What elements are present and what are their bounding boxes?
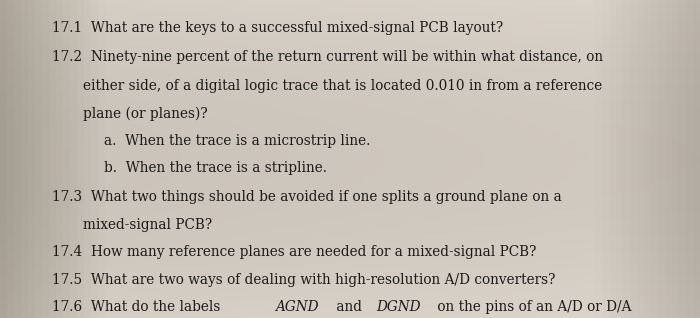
Text: and: and xyxy=(332,300,366,314)
Text: 17.3  What two things should be avoided if one splits a ground plane on a: 17.3 What two things should be avoided i… xyxy=(52,190,562,204)
Text: plane (or planes)?: plane (or planes)? xyxy=(83,107,207,121)
Text: 17.4  How many reference planes are needed for a mixed-signal PCB?: 17.4 How many reference planes are neede… xyxy=(52,245,537,259)
Text: on the pins of an A/D or D/A: on the pins of an A/D or D/A xyxy=(433,300,632,314)
Text: a.  When the trace is a microstrip line.: a. When the trace is a microstrip line. xyxy=(104,134,370,148)
Text: 17.5  What are two ways of dealing with high-resolution A/D converters?: 17.5 What are two ways of dealing with h… xyxy=(52,273,556,287)
Text: 17.6  What do the labels: 17.6 What do the labels xyxy=(52,300,225,314)
Text: mixed-signal PCB?: mixed-signal PCB? xyxy=(83,218,211,232)
Text: either side, of a digital logic trace that is located 0.010 in from a reference: either side, of a digital logic trace th… xyxy=(83,79,602,93)
Text: AGND: AGND xyxy=(275,300,319,314)
Text: 17.2  Ninety-nine percent of the return current will be within what distance, on: 17.2 Ninety-nine percent of the return c… xyxy=(52,50,603,64)
Text: 17.1  What are the keys to a successful mixed-signal PCB layout?: 17.1 What are the keys to a successful m… xyxy=(52,21,503,35)
Text: b.  When the trace is a stripline.: b. When the trace is a stripline. xyxy=(104,161,327,175)
Text: DGND: DGND xyxy=(376,300,421,314)
